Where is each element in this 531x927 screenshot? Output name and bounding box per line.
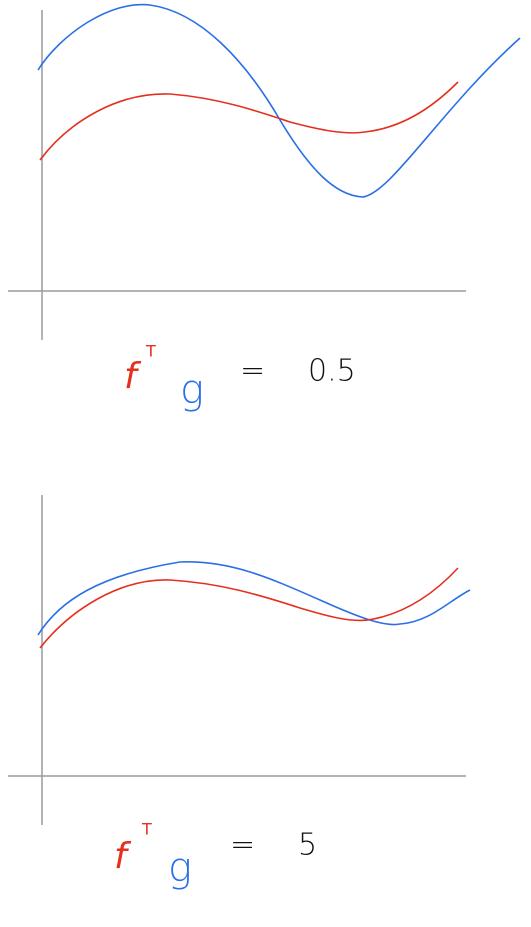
transpose: T bbox=[141, 820, 152, 839]
g: g bbox=[180, 367, 204, 413]
panel: f T g = 0.5 bbox=[8, 3, 521, 413]
f: f bbox=[114, 836, 132, 877]
g: g bbox=[168, 845, 192, 891]
equals: = bbox=[240, 354, 265, 389]
equals: = bbox=[230, 828, 255, 863]
curve-f bbox=[39, 567, 459, 649]
curve-g bbox=[37, 561, 471, 636]
transpose: T bbox=[145, 342, 156, 361]
value: 0.5 bbox=[308, 354, 356, 389]
f: f bbox=[124, 356, 142, 397]
curve-f bbox=[39, 81, 459, 161]
curve-g bbox=[37, 3, 521, 198]
value: 5 bbox=[298, 828, 317, 863]
panel: f T g = 5 bbox=[8, 495, 471, 891]
